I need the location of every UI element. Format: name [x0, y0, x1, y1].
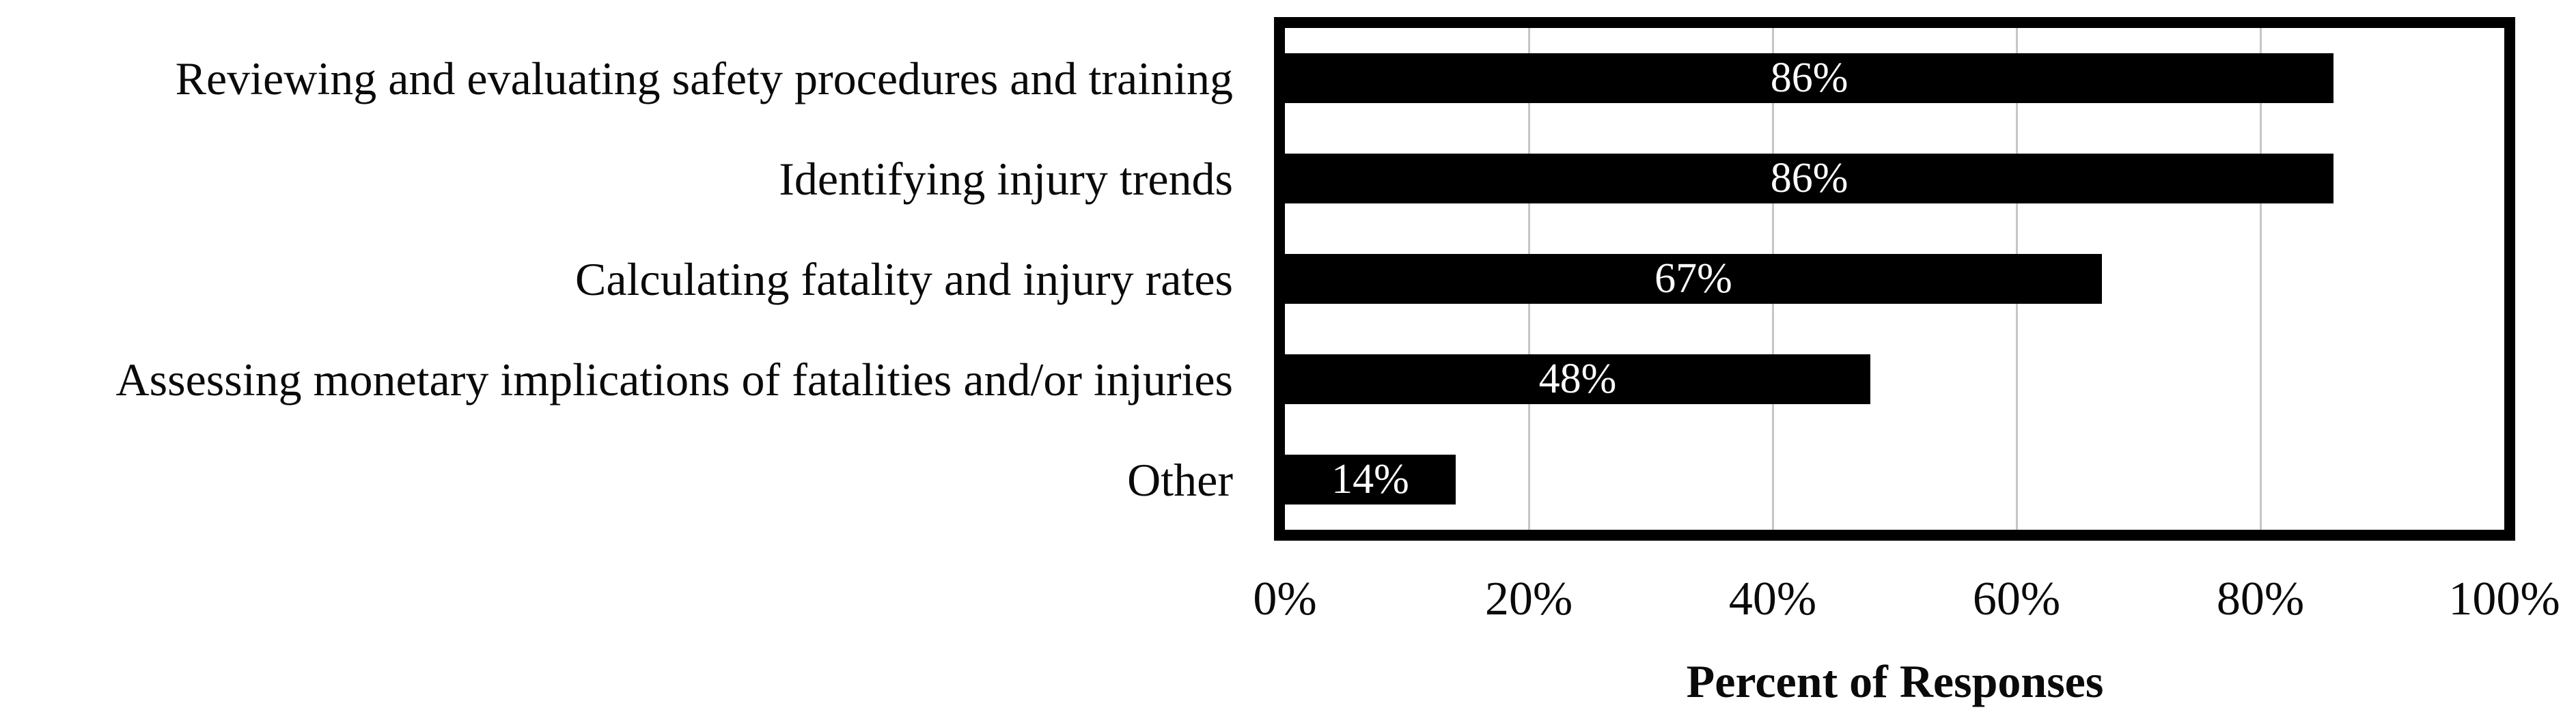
bar-value-label: 48%: [1538, 356, 1617, 402]
plot-inner-area: 86% 86% 67% 48% 14%: [1285, 28, 2504, 530]
x-tick-label: 100%: [2448, 573, 2560, 625]
x-tick-label: 20%: [1484, 573, 1573, 625]
bar: 14%: [1285, 455, 1456, 504]
x-tick-label: 60%: [1972, 573, 2061, 625]
plot-area: 86% 86% 67% 48% 14%: [1274, 17, 2515, 541]
bar: 67%: [1285, 254, 2102, 304]
category-label: Identifying injury trends: [779, 152, 1233, 205]
category-label: Reviewing and evaluating safety procedur…: [175, 52, 1233, 104]
bar: 86%: [1285, 154, 2334, 203]
bar: 48%: [1285, 354, 1870, 404]
category-label: Other: [1127, 453, 1233, 506]
x-axis-title: Percent of Responses: [1686, 655, 2104, 707]
bar-value-label: 86%: [1770, 55, 1848, 101]
gridline-80: [2260, 28, 2262, 530]
x-tick-label: 0%: [1253, 573, 1317, 625]
x-tick-label: 80%: [2216, 573, 2305, 625]
category-label: Assessing monetary implications of fatal…: [115, 353, 1233, 406]
x-tick-label: 40%: [1728, 573, 1817, 625]
bar-value-label: 14%: [1331, 456, 1409, 502]
bar-value-label: 86%: [1770, 155, 1848, 201]
bar-value-label: 67%: [1654, 255, 1732, 302]
bar: 86%: [1285, 53, 2334, 103]
category-label: Calculating fatality and injury rates: [574, 253, 1233, 305]
